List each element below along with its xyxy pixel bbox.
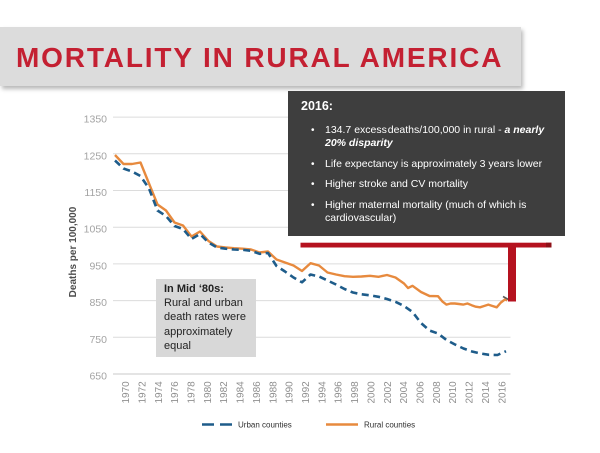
svg-text:1972: 1972 <box>138 381 149 404</box>
svg-text:2008: 2008 <box>432 381 443 404</box>
svg-text:Rural counties: Rural counties <box>364 421 415 430</box>
svg-text:1974: 1974 <box>154 381 165 404</box>
svg-text:2002: 2002 <box>383 381 394 404</box>
svg-text:1996: 1996 <box>334 381 345 404</box>
svg-text:Urban counties: Urban counties <box>238 421 292 430</box>
svg-text:850: 850 <box>89 297 107 309</box>
svg-text:2012: 2012 <box>465 381 476 404</box>
svg-text:1970: 1970 <box>121 381 132 404</box>
svg-text:1150: 1150 <box>84 187 107 199</box>
svg-text:1050: 1050 <box>84 224 108 236</box>
svg-text:950: 950 <box>89 260 107 272</box>
svg-text:750: 750 <box>89 334 107 346</box>
svg-text:1986: 1986 <box>252 381 263 404</box>
svg-text:1992: 1992 <box>301 381 312 404</box>
svg-text:650: 650 <box>89 371 107 383</box>
svg-text:Deaths per 100,000: Deaths per 100,000 <box>68 206 79 297</box>
svg-text:1980: 1980 <box>203 381 214 404</box>
svg-text:2004: 2004 <box>399 381 410 404</box>
svg-text:2014: 2014 <box>481 381 492 404</box>
svg-text:1990: 1990 <box>285 381 296 404</box>
svg-text:2006: 2006 <box>416 381 427 404</box>
svg-text:1998: 1998 <box>350 381 361 404</box>
svg-text:1988: 1988 <box>268 381 279 404</box>
svg-text:1250: 1250 <box>84 150 108 162</box>
svg-text:2010: 2010 <box>448 381 459 404</box>
svg-text:1978: 1978 <box>187 381 198 404</box>
svg-text:1984: 1984 <box>236 381 247 404</box>
svg-text:1350: 1350 <box>84 114 108 126</box>
svg-text:2000: 2000 <box>367 381 378 404</box>
svg-text:1982: 1982 <box>219 381 230 404</box>
svg-text:2016: 2016 <box>497 381 508 404</box>
svg-text:1976: 1976 <box>170 381 181 404</box>
svg-text:1994: 1994 <box>317 381 328 404</box>
